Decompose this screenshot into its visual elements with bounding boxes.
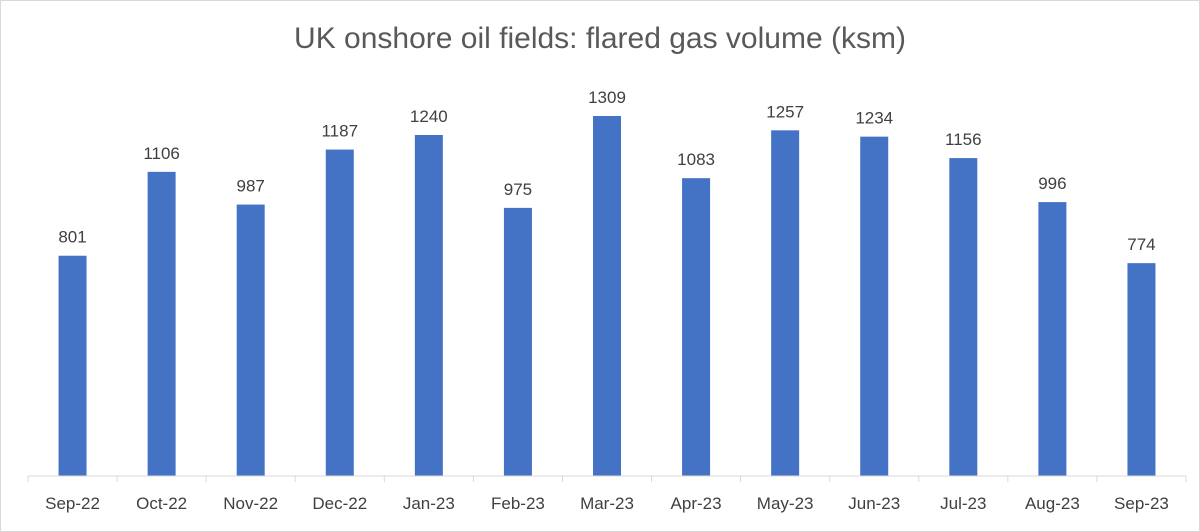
data-label: 1257	[766, 102, 804, 121]
bar-oct-22	[147, 171, 176, 476]
x-tick-label: Oct-22	[136, 494, 187, 513]
bar-jan-23	[414, 135, 443, 476]
data-label: 996	[1038, 174, 1066, 193]
x-tick-label: Apr-23	[671, 494, 722, 513]
x-tick-label: Sep-23	[1114, 494, 1169, 513]
x-tick-labels-group: Sep-22 Oct-22 Nov-22 Dec-22 Jan-23 Feb-23 Mar-…	[45, 494, 1169, 513]
x-tick-label: Aug-23	[1025, 494, 1080, 513]
chart-title: UK onshore oil fields: flared gas volume…	[294, 22, 906, 55]
bar-aug-23	[1038, 202, 1067, 476]
x-tick-label: Jun-23	[848, 494, 900, 513]
bar-jun-23	[860, 136, 889, 476]
bar-sep-23	[1127, 263, 1156, 476]
bar-dec-22	[325, 149, 354, 476]
data-label: 801	[58, 228, 86, 247]
bar-sep-22	[58, 255, 87, 476]
x-tick-label: Feb-23	[491, 494, 545, 513]
data-label: 1083	[677, 150, 715, 169]
x-tick-label: Nov-22	[223, 494, 278, 513]
x-tick-label: May-23	[757, 494, 814, 513]
x-tick-label: Jul-23	[940, 494, 986, 513]
bar-may-23	[771, 130, 800, 476]
data-label: 1156	[945, 130, 982, 149]
bars-group	[58, 116, 1156, 477]
value-labels-group: 801 1106 987 1187 1240 975 1309 1083 1257 1234 115…	[58, 88, 1155, 254]
data-label: 1106	[143, 144, 180, 163]
data-label: 1240	[410, 107, 448, 126]
x-tick-label: Jan-23	[403, 494, 455, 513]
data-label: 1309	[588, 88, 626, 107]
x-tick-label: Mar-23	[580, 494, 634, 513]
x-ticks-group	[27, 476, 1187, 482]
x-tick-label: Dec-22	[312, 494, 367, 513]
data-label: 1234	[855, 109, 893, 128]
bar-apr-23	[682, 178, 711, 477]
bar-nov-22	[236, 204, 265, 476]
x-tick-label: Sep-22	[45, 494, 100, 513]
bar-mar-23	[593, 116, 621, 477]
data-label: 987	[237, 177, 265, 196]
data-label: 1187	[321, 122, 358, 141]
data-label: 975	[504, 180, 532, 199]
bar-jul-23	[949, 158, 978, 476]
bar-feb-23	[503, 207, 532, 476]
data-label: 774	[1127, 235, 1155, 254]
